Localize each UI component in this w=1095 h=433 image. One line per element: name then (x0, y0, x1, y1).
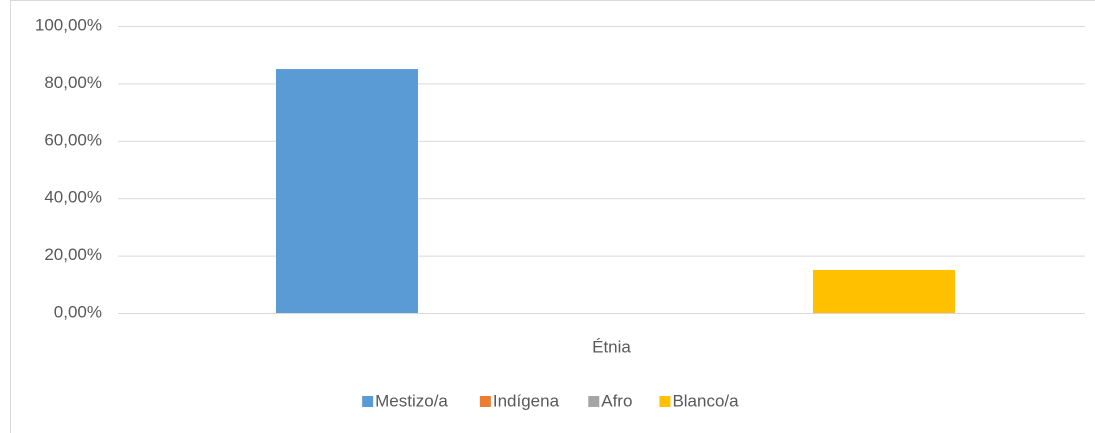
y-tick-label: 100,00% (35, 15, 102, 34)
y-tick-label: 20,00% (44, 245, 102, 264)
bar (813, 269, 955, 313)
y-tick-label: 40,00% (44, 188, 102, 207)
x-tick-label: Étnia (592, 337, 631, 356)
bar (276, 69, 418, 313)
y-tick-label: 0,00% (54, 302, 102, 321)
legend-label: Blanco/a (672, 391, 739, 410)
y-tick-label: 60,00% (44, 130, 102, 149)
legend-swatch (588, 396, 600, 407)
legend-swatch (659, 396, 671, 407)
legend-label: Afro (601, 391, 632, 410)
y-tick-label: 80,00% (44, 73, 102, 92)
legend-swatch (362, 396, 374, 407)
legend-label: Mestizo/a (375, 391, 448, 410)
legend-swatch (479, 396, 491, 407)
legend-label: Indígena (493, 391, 560, 410)
chart-border (10, 0, 1095, 433)
